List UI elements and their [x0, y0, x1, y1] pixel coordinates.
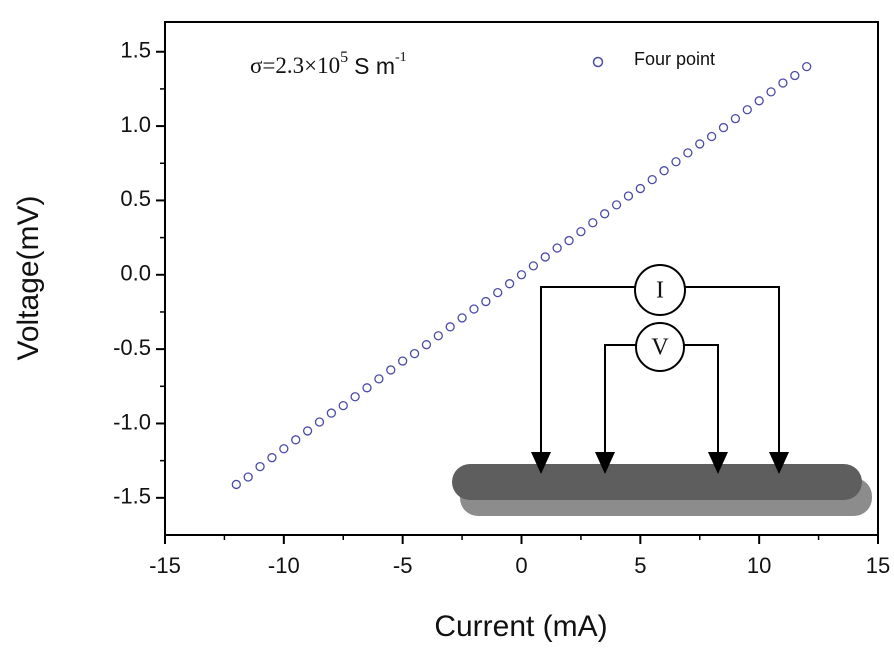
- x-tick-label: -15: [149, 553, 181, 578]
- data-point: [516, 270, 527, 280]
- data-point: [481, 296, 491, 307]
- annotation-base: σ=2.3×10: [250, 53, 340, 78]
- data-point: [742, 105, 752, 115]
- data-point: [421, 340, 432, 350]
- data-point: [433, 331, 443, 341]
- data-point: [635, 183, 645, 194]
- data-point: [564, 235, 574, 246]
- data-point: [623, 191, 634, 201]
- data-point: [457, 313, 467, 323]
- x-tick-label: 10: [747, 553, 771, 578]
- data-point: [291, 435, 301, 445]
- data-point: [445, 322, 455, 332]
- y-tick-label: -1.5: [113, 484, 151, 509]
- annotation-exp: 5: [340, 49, 348, 66]
- data-point: [255, 461, 265, 472]
- x-axis-label: Current (mA): [434, 610, 607, 643]
- data-point: [469, 304, 479, 314]
- data-point: [802, 61, 812, 72]
- data-point: [231, 479, 241, 490]
- wires: [540, 264, 780, 455]
- y-tick-label: 0.0: [120, 261, 151, 286]
- data-point: [552, 243, 562, 253]
- y-tick-label: 0.5: [120, 186, 151, 211]
- data-point: [683, 148, 693, 158]
- y-tick-label: 1.5: [120, 38, 151, 63]
- data-point: [754, 96, 764, 106]
- data-point: [790, 70, 800, 81]
- data-point: [386, 365, 396, 375]
- data-point: [528, 261, 539, 271]
- data-point: [374, 374, 384, 384]
- data-point: [766, 87, 776, 97]
- data-point: [611, 200, 622, 210]
- data-point: [302, 426, 313, 436]
- sample: [452, 464, 862, 500]
- x-tick-label: -10: [268, 553, 300, 578]
- y-axis-label: Voltage(mV): [12, 195, 45, 360]
- data-point: [243, 472, 253, 482]
- data-point: [409, 348, 420, 359]
- legend-marker: [592, 56, 604, 68]
- data-point: [279, 444, 289, 454]
- y-tick-label: 1.0: [120, 112, 151, 137]
- data-point: [718, 122, 729, 133]
- inset-diagram: I V: [452, 264, 872, 516]
- data-point: [504, 279, 515, 289]
- data-point: [267, 453, 277, 463]
- annotation-unit-exp: -1: [395, 50, 407, 65]
- data-point: [362, 383, 372, 393]
- x-tick-label: 5: [634, 553, 646, 578]
- data-point: [706, 131, 717, 142]
- data-point: [398, 356, 408, 366]
- data-point: [778, 78, 788, 88]
- y-tick-label: -1.0: [113, 409, 151, 434]
- legend-label: Four point: [634, 49, 715, 69]
- inset-label: V: [651, 335, 669, 361]
- data-point: [647, 174, 657, 185]
- data-point: [314, 417, 325, 427]
- data-point: [326, 408, 337, 418]
- probe-arrows: [531, 452, 789, 474]
- data-point: [695, 139, 705, 149]
- data-point: [338, 400, 348, 411]
- data-point: [588, 218, 598, 228]
- data-point: [659, 166, 669, 176]
- annotation-unit: S m: [354, 53, 395, 79]
- x-tick-label: 0: [515, 553, 527, 578]
- data-point: [600, 209, 610, 219]
- annotation: σ=2.3×105 S m-1: [250, 49, 407, 79]
- data-point: [671, 157, 681, 167]
- data-point: [350, 392, 360, 402]
- data-point: [576, 227, 586, 237]
- inset-label: I: [656, 278, 664, 304]
- x-tick-label: -5: [393, 553, 413, 578]
- data-point: [730, 114, 741, 124]
- data-point: [540, 252, 550, 262]
- y-tick-label: -0.5: [113, 335, 151, 360]
- x-tick-label: 15: [866, 553, 890, 578]
- data-point: [493, 287, 503, 298]
